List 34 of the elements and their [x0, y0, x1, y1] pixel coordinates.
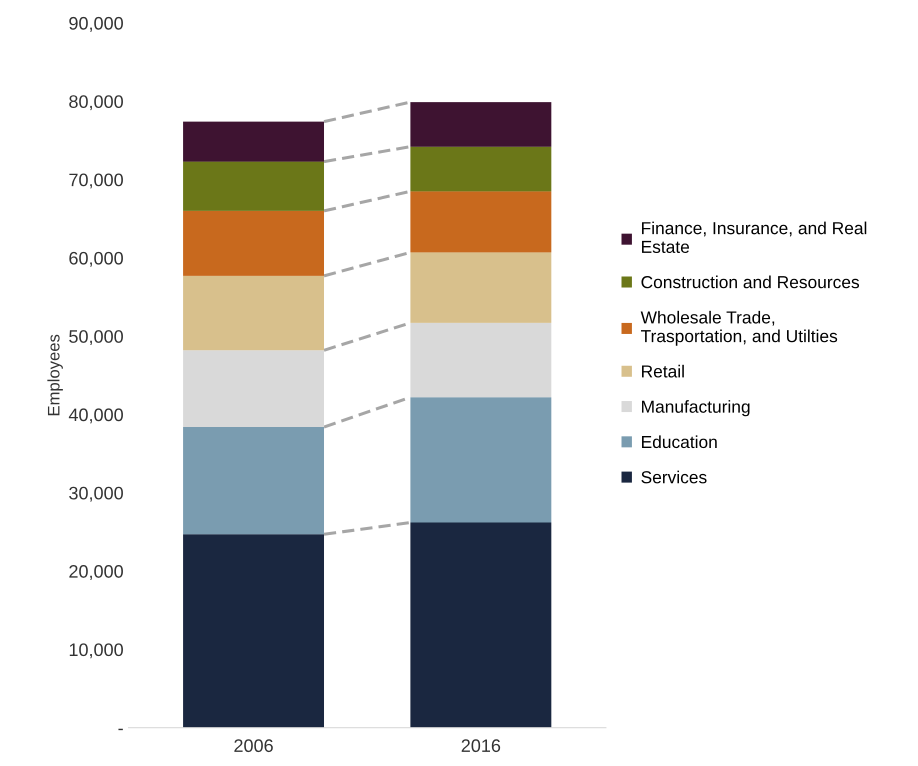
- y-tick-label: 60,000: [69, 252, 123, 267]
- legend-label: Manufacturing: [642, 400, 750, 416]
- y-tick-label: 40,000: [68, 408, 123, 424]
- bar: [410, 146, 552, 192]
- bar: [410, 102, 552, 147]
- y-tick-label: 10,000: [70, 643, 123, 658]
- legend-label: Education: [642, 435, 717, 448]
- legend-label: Construction and Resources: [641, 276, 860, 288]
- y-tick-label: 30,000: [69, 486, 123, 502]
- bar: [183, 122, 324, 162]
- bar: [183, 162, 324, 211]
- legend-label: Services: [641, 470, 707, 484]
- bar: [410, 522, 552, 728]
- legend-label: Retail: [642, 364, 684, 378]
- bar: [183, 350, 324, 428]
- y-tick-label: 90,000: [69, 16, 123, 32]
- y-tick-label: 50,000: [69, 330, 123, 346]
- bar: [410, 322, 552, 398]
- bar: [410, 397, 552, 523]
- legend-label: Finance, Insurance, and Real Estate: [642, 222, 866, 254]
- y-tick-label: 70,000: [69, 174, 123, 188]
- legend-label: Wholesale Trade, Trasportation, and Utilties: [640, 310, 838, 346]
- y-axis-title: Employees: [47, 334, 63, 416]
- bar: [183, 210, 324, 276]
- bar: [183, 276, 324, 350]
- bar: [183, 427, 324, 534]
- bar: [410, 252, 552, 323]
- bar: [183, 534, 324, 728]
- y-tick-label: 20,000: [69, 565, 123, 580]
- bar: [410, 191, 552, 252]
- x-tick-label: 2016: [462, 739, 500, 752]
- y-tick-label: -: [118, 728, 123, 730]
- x-tick-label: 2006: [234, 739, 273, 752]
- y-tick-label: 80,000: [69, 95, 123, 110]
